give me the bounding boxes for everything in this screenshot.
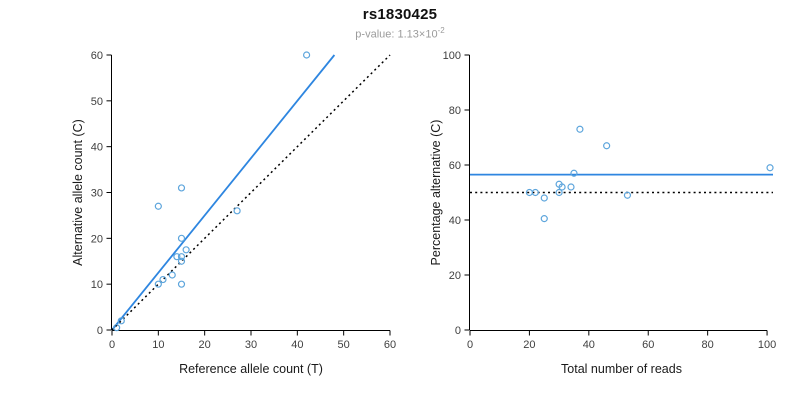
x-tick-label: 80	[702, 339, 714, 351]
pvalue-subtitle: p-value: 1.13×10-2	[0, 26, 800, 41]
data-point	[555, 188, 563, 197]
data-point	[603, 142, 611, 150]
y-axis-label: Percentage alternative (C)	[429, 120, 443, 266]
data-point	[233, 207, 241, 215]
y-tick-label: 0	[97, 325, 103, 337]
y-tick-label: 10	[91, 279, 103, 291]
data-point	[623, 191, 632, 199]
y-tick-label: 40	[449, 215, 461, 227]
data-point	[177, 234, 186, 242]
data-point	[177, 253, 186, 261]
x-tick-label: 50	[338, 339, 350, 351]
data-point	[168, 271, 176, 279]
data-point	[576, 125, 584, 133]
data-point	[159, 275, 167, 284]
y-tick-label: 50	[91, 96, 103, 108]
pvalue-text: p-value: 1.13×10	[355, 28, 438, 41]
x-tick-label: 60	[642, 339, 654, 351]
data-point	[173, 253, 181, 261]
y-tick-label: 60	[449, 160, 461, 172]
data-point	[177, 257, 186, 265]
y-tick-label: 40	[91, 142, 103, 154]
right-scatter-panel: 0 20 40 60 80 100 0 20 40 60 80 100 Total number of …	[429, 50, 776, 376]
fit-line	[111, 54, 336, 331]
x-axis-label: Reference allele count (T)	[179, 362, 323, 376]
x-tick-label: 20	[523, 339, 535, 351]
data-point	[154, 202, 162, 210]
data-point	[154, 280, 162, 288]
data-point	[117, 317, 125, 325]
y-tick-label: 80	[449, 105, 461, 117]
x-tick-label: 0	[467, 339, 473, 351]
data-point	[567, 183, 575, 191]
y-tick-label: 60	[91, 50, 103, 62]
x-tick-label: 40	[583, 339, 595, 351]
y-tick-label: 30	[91, 188, 103, 200]
data-point	[177, 280, 186, 288]
x-tick-label: 100	[758, 339, 776, 351]
x-axis-label: Total number of reads	[561, 362, 682, 376]
data-point	[540, 194, 548, 202]
plot-title: rs1830425	[362, 6, 438, 23]
data-point	[531, 188, 539, 197]
y-tick-label: 20	[91, 233, 103, 245]
left-scatter-panel: 0 10 20 30 40 50 60 0 10 20 30 40 50 60 Reference alle…	[71, 50, 396, 376]
y-tick-label: 20	[449, 270, 461, 282]
data-point	[177, 184, 186, 192]
x-tick-label: 40	[291, 339, 303, 351]
y-tick-label: 100	[443, 50, 461, 62]
x-tick-label: 20	[199, 339, 211, 351]
identity-line	[111, 54, 391, 331]
data-point	[182, 246, 190, 254]
x-tick-label: 60	[384, 339, 396, 351]
data-point	[570, 169, 578, 177]
data-point	[540, 215, 548, 223]
data-point	[766, 164, 774, 172]
y-tick-label: 0	[455, 325, 461, 337]
data-point	[558, 183, 566, 191]
data-point	[303, 51, 311, 59]
pvalue-exponent: -2	[437, 26, 445, 35]
y-axis-label: Alternative allele count (C)	[71, 119, 85, 266]
x-tick-label: 0	[109, 339, 115, 351]
x-tick-label: 10	[152, 339, 164, 351]
x-tick-label: 30	[245, 339, 257, 351]
data-point	[113, 324, 121, 332]
figure-header: rs1830425 p-value: 1.13×10-2	[0, 6, 800, 41]
